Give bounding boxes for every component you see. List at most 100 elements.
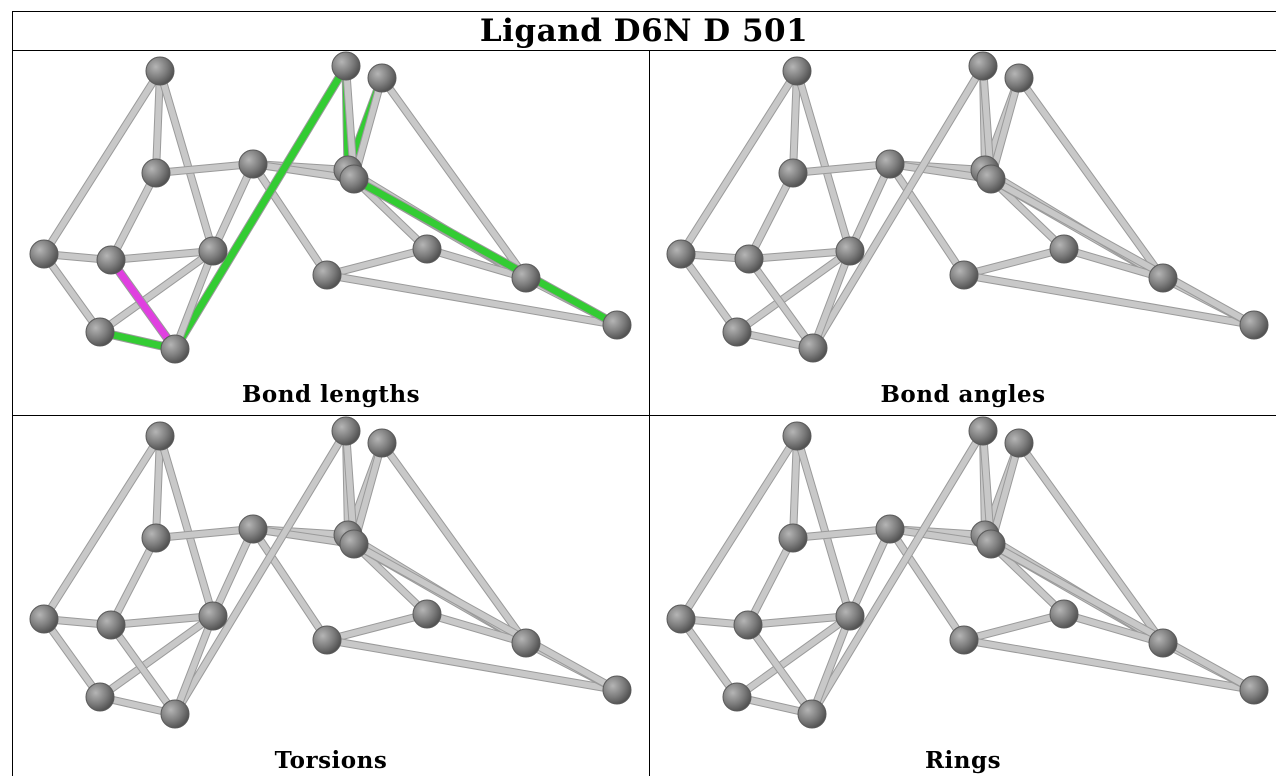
atom-n bbox=[1239, 310, 1269, 340]
caption-bond-lengths: Bond lengths bbox=[241, 381, 421, 408]
atom-j bbox=[835, 236, 865, 266]
atom-l bbox=[1049, 234, 1079, 264]
atom-c bbox=[367, 63, 397, 93]
atom-n bbox=[1239, 675, 1269, 705]
bond-l-m bbox=[424, 246, 529, 281]
bond-l-k bbox=[324, 611, 430, 643]
bond-a-j bbox=[794, 68, 853, 254]
bond-o-j bbox=[734, 613, 853, 700]
bond-g-n bbox=[988, 541, 1257, 693]
atom-l bbox=[1049, 599, 1079, 629]
panel-bond-angles: Bond angles bbox=[650, 51, 1276, 415]
bond-g-l bbox=[988, 541, 1067, 617]
atom-h bbox=[29, 239, 59, 269]
bond-d-i bbox=[745, 535, 796, 628]
bond-a-h bbox=[41, 433, 163, 622]
bond-h-o bbox=[678, 616, 740, 700]
bond-o-j bbox=[97, 613, 216, 700]
bond-g-l bbox=[351, 541, 430, 617]
column-divider bbox=[649, 50, 650, 776]
bond-d-e bbox=[153, 526, 256, 541]
bond-a-h bbox=[678, 68, 800, 257]
atom-i bbox=[734, 244, 764, 274]
bond-o-j bbox=[97, 248, 216, 335]
bond-p-j bbox=[172, 248, 216, 352]
bond-d-i bbox=[108, 535, 159, 628]
bond-h-o bbox=[678, 251, 740, 335]
atom-o bbox=[722, 317, 752, 347]
molecule-bond-angles bbox=[666, 51, 1269, 363]
bond-a-j bbox=[157, 68, 216, 254]
bond-p-j bbox=[810, 248, 853, 351]
atom-c bbox=[1004, 428, 1034, 458]
atom-m bbox=[511, 628, 541, 658]
caption-rings: Rings bbox=[924, 747, 1002, 774]
atom-p bbox=[160, 334, 190, 364]
bond-a-h bbox=[678, 433, 800, 622]
atom-b bbox=[331, 51, 361, 81]
atom-o bbox=[722, 682, 752, 712]
bond-o-j bbox=[734, 248, 853, 335]
atom-g bbox=[339, 164, 369, 194]
atom-e bbox=[238, 514, 268, 544]
molecule-bond-lengths bbox=[29, 51, 632, 364]
bond-i-p bbox=[746, 256, 816, 351]
atom-k bbox=[312, 260, 342, 290]
bond-p-j bbox=[172, 613, 216, 717]
bond-a-j bbox=[794, 433, 853, 619]
atom-b bbox=[968, 416, 998, 446]
molecule-rings bbox=[666, 416, 1269, 729]
bond-d-i bbox=[108, 170, 159, 263]
atom-a bbox=[782, 56, 812, 86]
atom-d bbox=[778, 523, 808, 553]
atom-m bbox=[1148, 263, 1178, 293]
atom-a bbox=[782, 421, 812, 451]
panel-torsions: Torsions bbox=[13, 416, 649, 776]
bond-a-d bbox=[790, 433, 800, 541]
caption-torsions: Torsions bbox=[274, 747, 388, 774]
bond-k-n bbox=[324, 272, 620, 328]
table-title: Ligand D6N D 501 bbox=[479, 13, 809, 49]
bond-p-b bbox=[809, 428, 986, 717]
bond-i-j bbox=[745, 613, 853, 628]
bond-g-n bbox=[988, 176, 1257, 328]
atom-i bbox=[96, 245, 126, 275]
table-border-top bbox=[12, 11, 1276, 12]
bond-l-k bbox=[324, 246, 430, 278]
bond-p-j bbox=[809, 613, 853, 717]
table-border-left bbox=[12, 11, 13, 776]
atom-e bbox=[875, 149, 905, 179]
atom-j bbox=[835, 601, 865, 631]
atom-c bbox=[367, 428, 397, 458]
atom-n bbox=[602, 310, 632, 340]
atom-g bbox=[976, 529, 1006, 559]
bond-c-m bbox=[1016, 440, 1166, 646]
atom-m bbox=[1148, 628, 1178, 658]
atom-d bbox=[141, 523, 171, 553]
atom-n bbox=[602, 675, 632, 705]
bond-c-m bbox=[379, 440, 529, 646]
bond-e-j bbox=[210, 526, 256, 619]
row-divider bbox=[12, 415, 1276, 416]
bond-a-h bbox=[41, 68, 163, 257]
bond-i-j bbox=[108, 613, 216, 628]
atom-j bbox=[198, 601, 228, 631]
atom-k bbox=[949, 260, 979, 290]
bond-e-j bbox=[210, 161, 256, 254]
atom-g bbox=[976, 164, 1006, 194]
bond-e-k bbox=[887, 161, 967, 278]
bond-g-n bbox=[351, 541, 620, 693]
atom-i bbox=[96, 610, 126, 640]
bond-a-j bbox=[157, 433, 216, 619]
bond-k-n bbox=[324, 637, 620, 693]
bond-g-l bbox=[988, 176, 1067, 252]
bond-e-j bbox=[847, 526, 893, 619]
bond-outlier-magenta-i-p bbox=[107, 256, 179, 353]
bond-i-p bbox=[745, 622, 815, 717]
atom-p bbox=[160, 699, 190, 729]
atom-i bbox=[733, 610, 763, 640]
atom-c bbox=[1004, 63, 1034, 93]
atom-e bbox=[238, 149, 268, 179]
bond-i-j bbox=[108, 248, 216, 263]
